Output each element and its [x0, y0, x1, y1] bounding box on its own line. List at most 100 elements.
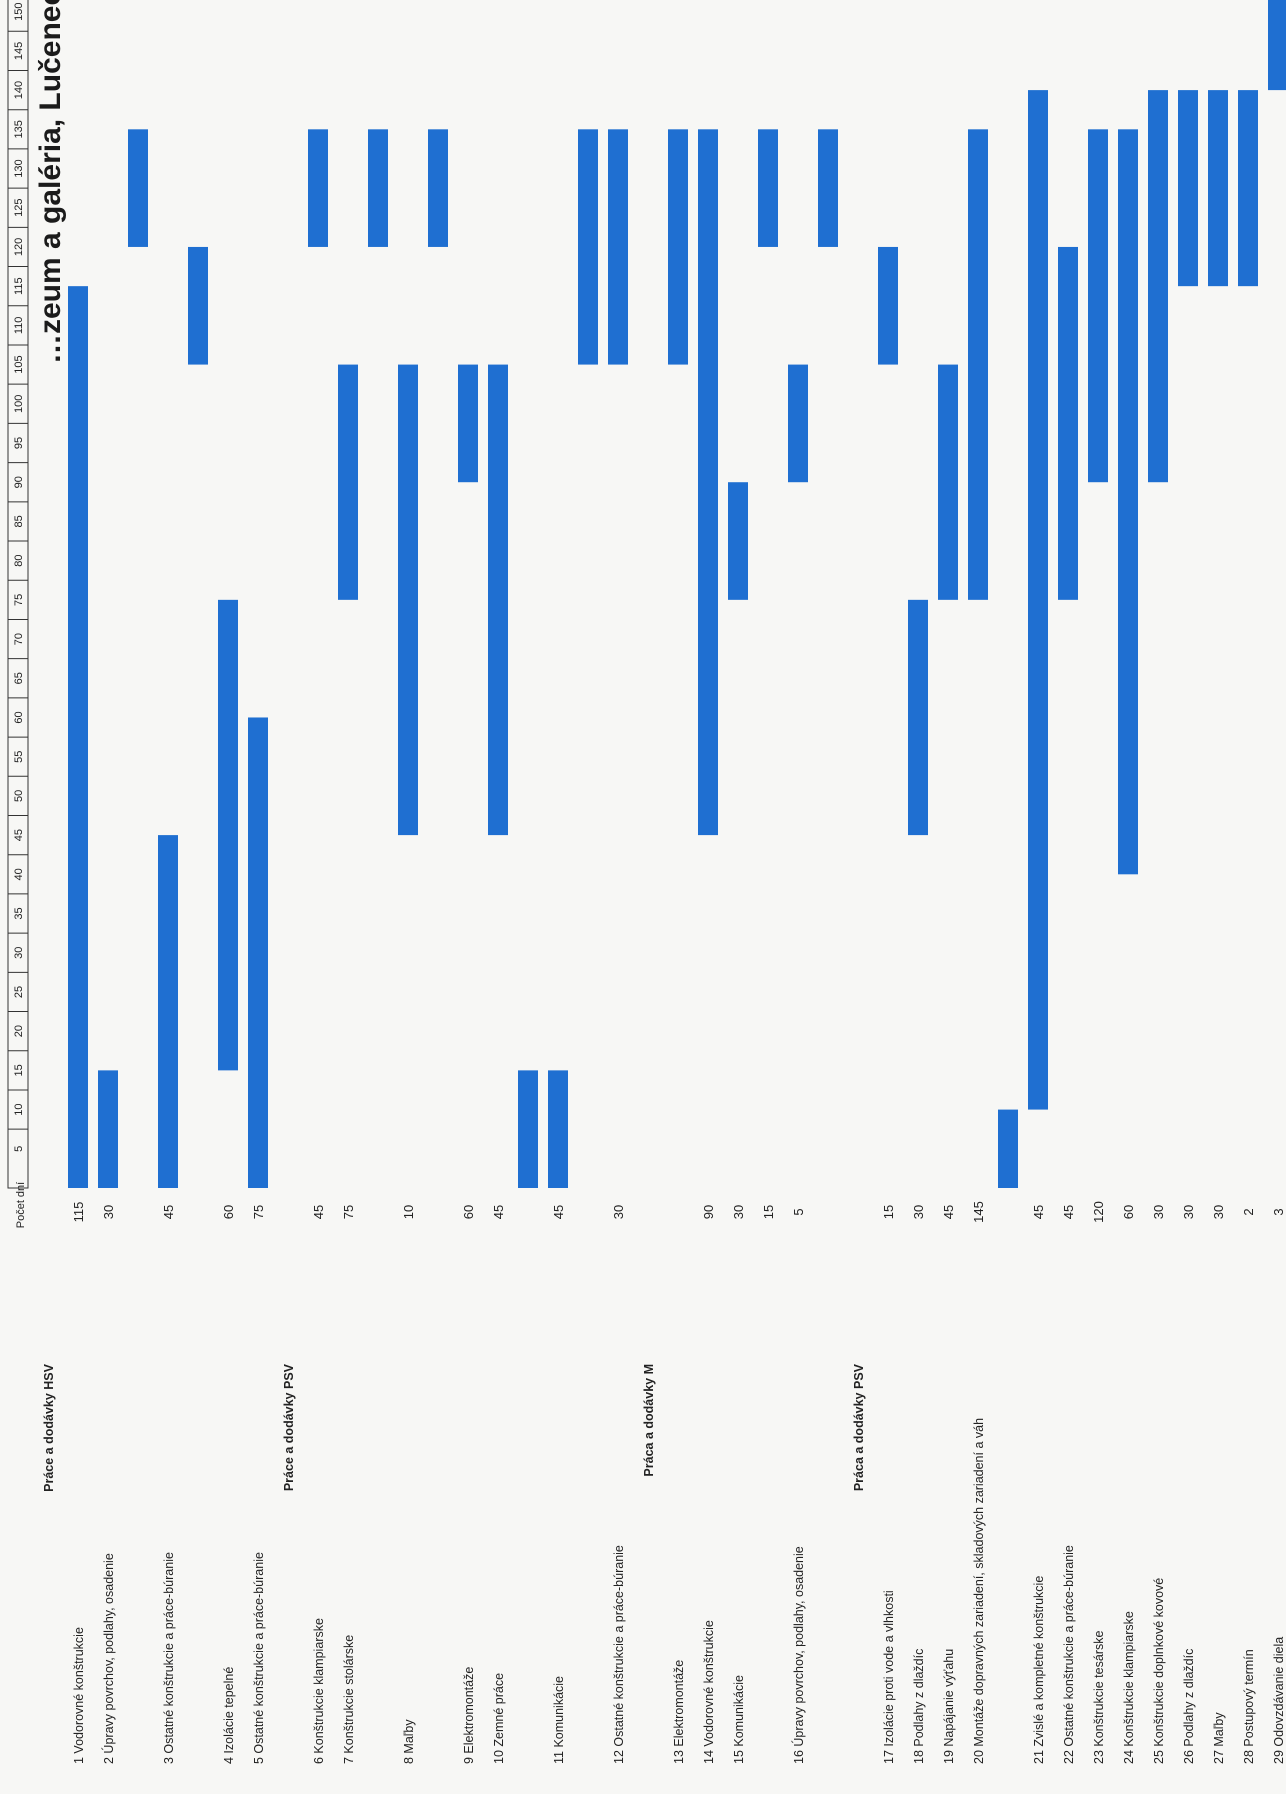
task-label: 1 Vodorovné konštrukcie: [72, 1627, 86, 1764]
duration-value: 60: [221, 1205, 236, 1219]
task-bar: [188, 246, 208, 365]
tick-label: 25: [13, 986, 25, 998]
task-label: 25 Konštrukcie doplnkové kovové: [1152, 1578, 1166, 1764]
duration-value: 30: [101, 1205, 116, 1219]
duration-value: 45: [1061, 1205, 1076, 1219]
task-bar: [668, 129, 688, 365]
tick-label: 50: [13, 790, 25, 802]
tick-label: 20: [13, 1025, 25, 1037]
task-label: 29 Odovzdávanie diela: [1272, 1637, 1286, 1764]
tick-label: 30: [13, 947, 25, 959]
task-bar: [98, 1070, 118, 1188]
tick-label: 135: [13, 120, 25, 138]
task-bar: [908, 599, 928, 836]
duration-value: 15: [881, 1205, 896, 1219]
duration-value: 115: [71, 1202, 86, 1223]
task-label: 2 Úpravy povrchov, podlahy, osadenie: [101, 1553, 116, 1764]
task-bar: [788, 364, 808, 483]
duration-value: 45: [941, 1205, 956, 1219]
task-label: 19 Napájanie výťahu: [942, 1649, 956, 1764]
task-bar: [518, 1070, 538, 1188]
tick-label: 110: [13, 317, 25, 335]
task-label: 15 Komunikácie: [732, 1675, 746, 1764]
duration-value: 30: [1151, 1205, 1166, 1219]
tick-label: 15: [13, 1064, 25, 1076]
task-label: 16 Úpravy povrchov, podlahy, osadenie: [791, 1546, 806, 1764]
task-bar: [428, 129, 448, 247]
task-bar: [698, 129, 718, 836]
group-heading: Práca a dodávky M: [642, 1364, 656, 1477]
duration-value: 30: [731, 1205, 746, 1219]
task-label: 24 Konštrukcie klampiarske: [1122, 1611, 1136, 1764]
duration-value: 60: [1121, 1205, 1136, 1219]
task-bar: [458, 364, 478, 483]
task-bar: [1148, 90, 1168, 483]
duration-value: 30: [911, 1205, 926, 1219]
duration-value: 3: [1271, 1208, 1286, 1215]
task-bar: [1058, 246, 1078, 600]
task-bar: [488, 364, 508, 836]
tick-label: 150: [13, 3, 25, 21]
tick-label: 40: [13, 868, 25, 880]
task-bar: [128, 129, 148, 247]
chart-title: …zeum a galéria, Lučenec: [34, 0, 67, 364]
tick-label: 140: [13, 81, 25, 99]
task-bar: [548, 1070, 568, 1188]
task-bar: [1178, 90, 1198, 287]
duration-value: 30: [1181, 1205, 1196, 1219]
task-bar: [998, 1109, 1018, 1188]
task-rows: Práce a dodávky HSV 1 Vodorovné konštrukc…: [42, 0, 1286, 1764]
duration-value: 45: [1031, 1205, 1046, 1219]
tick-label: 80: [13, 555, 25, 567]
duration-value: 5: [791, 1208, 806, 1215]
duration-value: 120: [1091, 1201, 1106, 1223]
tick-label: 115: [13, 277, 25, 295]
duration-value: 45: [161, 1205, 176, 1219]
tick-label: 35: [13, 907, 25, 919]
task-bar: [218, 599, 238, 1071]
duration-column-header: Počet dní: [15, 1182, 27, 1228]
duration-value: 15: [761, 1205, 776, 1219]
task-label: 10 Zemné práce: [492, 1673, 506, 1764]
task-label: 14 Vodorovné konštrukcie: [702, 1620, 716, 1764]
task-label: 11 Komunikácie: [552, 1676, 566, 1764]
task-bar: [1088, 129, 1108, 483]
tick-label: 120: [13, 238, 25, 256]
tick-label: 45: [13, 829, 25, 841]
rotated-chart-group: …zeum a galéria, Lučenec 510152025303540…: [7, 0, 1286, 1764]
duration-value: 45: [551, 1205, 566, 1219]
task-bar: [158, 835, 178, 1188]
task-bar: [1208, 90, 1228, 287]
group-heading: Práce a dodávky PSV: [282, 1363, 296, 1491]
tick-label: 60: [13, 711, 25, 723]
task-label: 17 Izolácie proti vode a vlhkosti: [882, 1590, 896, 1764]
duration-value: 90: [701, 1205, 716, 1219]
group-heading: Práca a dodávky PSV: [852, 1363, 866, 1491]
tick-label: 130: [13, 159, 25, 177]
tick-label: 145: [13, 42, 25, 60]
task-label: 3 Ostatné konštrukcie a práce-búranie: [162, 1552, 176, 1764]
task-label: 13 Elektromontáže: [672, 1660, 686, 1764]
task-bar: [758, 129, 778, 247]
task-label: 12 Ostatné konštrukcie a práce-búranie: [612, 1545, 626, 1764]
task-bar: [968, 129, 988, 600]
task-label: 9 Elektromontáže: [462, 1667, 476, 1764]
task-label: 4 Izolácie tepelné: [222, 1667, 236, 1764]
task-bar: [608, 129, 628, 365]
tick-label: 95: [13, 437, 25, 449]
task-label: 5 Ostatné konštrukcie a práce-búranie: [252, 1552, 266, 1764]
tick-label: 10: [13, 1103, 25, 1115]
duration-value: 145: [971, 1201, 986, 1223]
tick-label: 75: [13, 594, 25, 606]
tick-label: 90: [13, 476, 25, 488]
duration-value: 10: [401, 1205, 416, 1219]
task-label: 6 Konštrukcie klampiarske: [312, 1618, 326, 1764]
task-label: 8 Maľby: [402, 1719, 416, 1764]
task-label: 21 Zvislé a kompletné konštrukcie: [1032, 1576, 1046, 1764]
task-bar: [338, 364, 358, 600]
tick-label: 5: [13, 1146, 25, 1152]
task-label: 22 Ostatné konštrukcie a práce-búranie: [1062, 1545, 1076, 1764]
task-label: 23 Konštrukcie tesárske: [1092, 1631, 1106, 1764]
task-label: 26 Podlahy z dlaždíc: [1182, 1649, 1196, 1764]
